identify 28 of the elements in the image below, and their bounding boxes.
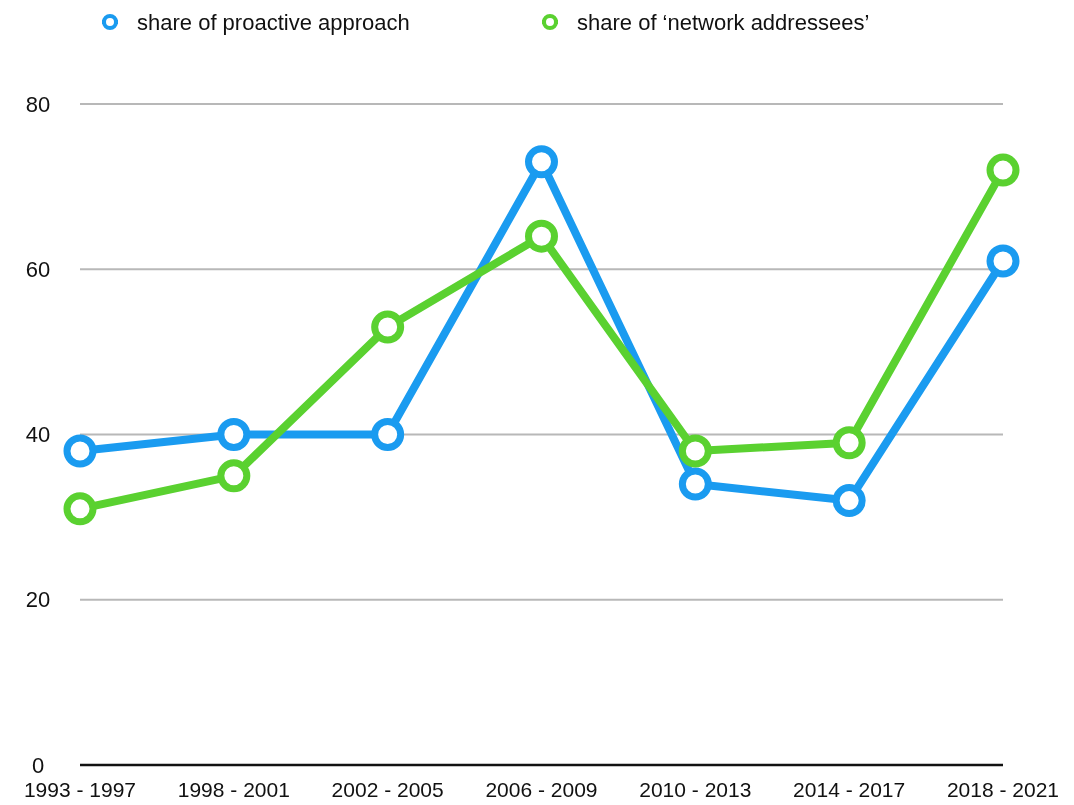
point: [525, 145, 558, 179]
point: [525, 219, 558, 253]
point: [371, 418, 405, 451]
legend-label: share of ‘network addressees’: [577, 9, 870, 35]
y-tick-label: 40: [25, 422, 51, 448]
y-tick-label: 20: [25, 587, 51, 613]
legend-label: share of proactive approach: [137, 9, 410, 35]
point: [63, 492, 97, 526]
y-tick-label: 0: [31, 752, 45, 778]
point: [371, 310, 405, 344]
x-tick-label: 2010 - 2013: [639, 778, 752, 801]
point: [986, 153, 1020, 187]
y-tick-label: 60: [25, 256, 51, 282]
x-tick-label: 2006 - 2009: [485, 778, 598, 801]
point: [217, 459, 251, 493]
point: [678, 467, 712, 501]
point: [63, 434, 97, 468]
x-tick-label: 2018 - 2021: [946, 778, 1060, 801]
point: [986, 244, 1020, 278]
x-tick-label: 1993 - 1997: [23, 778, 137, 801]
point: [217, 418, 251, 451]
x-tick-label: 1998 - 2001: [177, 778, 290, 801]
point: [832, 484, 866, 518]
point: [832, 426, 866, 460]
point: [678, 434, 712, 468]
x-tick-label: 2014 - 2017: [793, 778, 906, 801]
y-tick-label: 80: [25, 91, 51, 117]
x-tick-label: 2002 - 2005: [331, 778, 444, 801]
